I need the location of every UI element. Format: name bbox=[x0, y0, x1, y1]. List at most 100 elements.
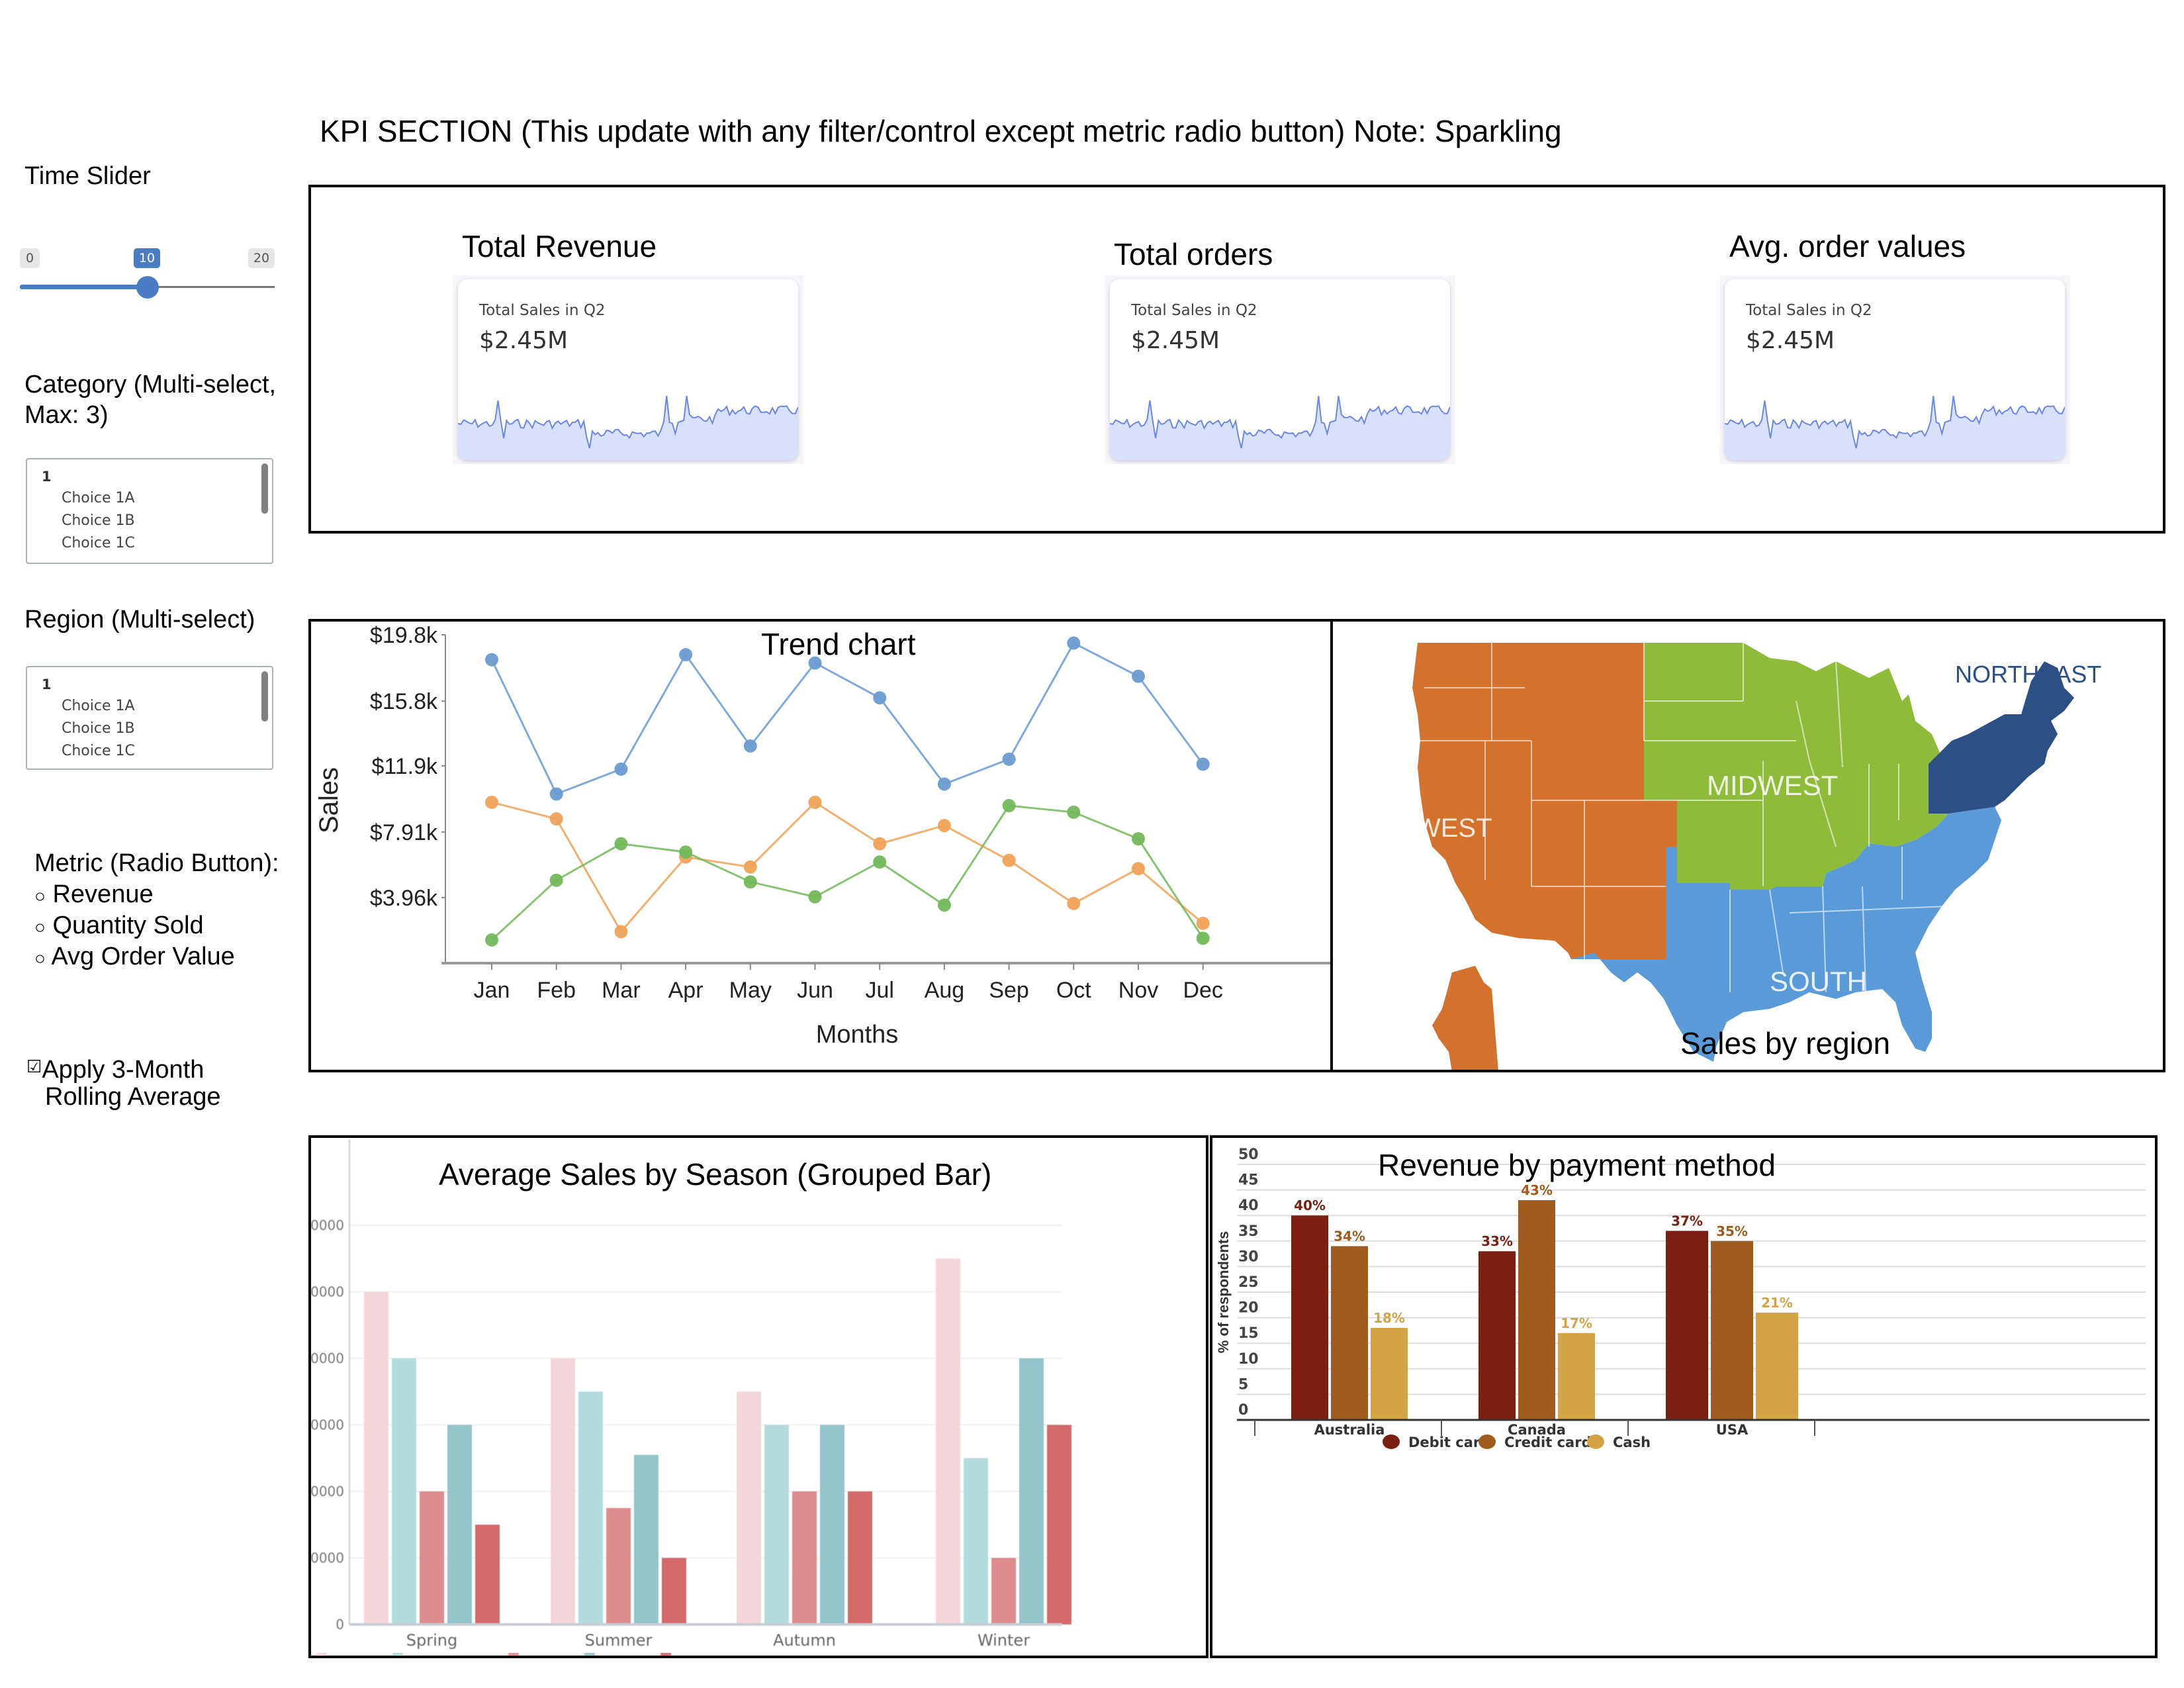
y-tick-label: $3.96k bbox=[370, 886, 438, 911]
data-point[interactable] bbox=[679, 845, 693, 859]
category-option[interactable]: Choice 1B bbox=[62, 512, 135, 529]
map-region-south[interactable] bbox=[1571, 807, 2001, 1062]
kpi-value: $2.45M bbox=[479, 327, 569, 354]
bar-autumn-2[interactable] bbox=[764, 1425, 789, 1625]
bar-summer-2[interactable] bbox=[578, 1391, 603, 1624]
data-point[interactable] bbox=[485, 796, 498, 810]
bar-autumn-4[interactable] bbox=[820, 1425, 844, 1625]
bar-summer-3[interactable] bbox=[606, 1508, 631, 1624]
data-point[interactable] bbox=[1067, 806, 1081, 820]
bar-winter-3[interactable] bbox=[991, 1558, 1016, 1625]
metric-option-revenue[interactable]: ○ Revenue bbox=[34, 879, 154, 912]
data-point[interactable] bbox=[743, 739, 757, 753]
data-point[interactable] bbox=[873, 691, 887, 705]
bar-summer-5[interactable] bbox=[662, 1558, 686, 1625]
kpi-card-revenue[interactable]: Total Sales in Q2 $2.45M bbox=[453, 275, 803, 464]
bar-winter-4[interactable] bbox=[1019, 1358, 1044, 1624]
category-multiselect[interactable]: 1 Choice 1A Choice 1B Choice 1C bbox=[26, 458, 273, 564]
data-point[interactable] bbox=[1196, 757, 1210, 771]
kpi-card-aov[interactable]: Total Sales in Q2 $2.45M bbox=[1719, 275, 2070, 464]
region-option[interactable]: Choice 1A bbox=[62, 698, 135, 714]
bar-australia-credit-card[interactable] bbox=[1331, 1246, 1368, 1420]
bar-winter-5[interactable] bbox=[1047, 1425, 1071, 1625]
data-point[interactable] bbox=[937, 819, 951, 833]
data-point[interactable] bbox=[1067, 896, 1081, 910]
data-point[interactable] bbox=[808, 890, 822, 904]
kpi-card-orders[interactable]: Total Sales in Q2 $2.45M bbox=[1105, 275, 1455, 464]
bar-winter-1[interactable] bbox=[936, 1258, 960, 1624]
data-point[interactable] bbox=[614, 925, 628, 939]
category-option[interactable]: Choice 1A bbox=[62, 490, 135, 506]
data-point[interactable] bbox=[1002, 752, 1016, 766]
data-point[interactable] bbox=[485, 653, 498, 667]
region-option[interactable]: Choice 1C bbox=[62, 743, 135, 759]
map-region-alaska[interactable] bbox=[1432, 966, 1498, 1070]
slider-thumb[interactable] bbox=[136, 276, 159, 299]
data-point[interactable] bbox=[873, 837, 887, 851]
rolling-average-checkbox[interactable]: ☑Apply 3-Month bbox=[26, 1051, 204, 1085]
data-point[interactable] bbox=[485, 933, 498, 947]
data-point[interactable] bbox=[937, 898, 951, 912]
bar-canada-credit-card[interactable] bbox=[1518, 1200, 1555, 1420]
radio-icon[interactable]: ○ bbox=[34, 886, 46, 906]
region-multiselect[interactable]: 1 Choice 1A Choice 1B Choice 1C bbox=[26, 666, 273, 770]
bar-spring-1[interactable] bbox=[364, 1291, 388, 1625]
bar-autumn-5[interactable] bbox=[848, 1491, 872, 1624]
metric-option-quantity[interactable]: ○ Quantity Sold bbox=[34, 910, 204, 943]
bar-canada-cash[interactable] bbox=[1558, 1333, 1595, 1420]
map-region-midwest[interactable] bbox=[1644, 643, 1968, 890]
data-point[interactable] bbox=[549, 787, 563, 801]
bar-autumn-3[interactable] bbox=[792, 1491, 817, 1624]
data-point[interactable] bbox=[1132, 669, 1145, 683]
checkbox-icon[interactable]: ☑ bbox=[26, 1056, 42, 1076]
metric-option-aov[interactable]: ○ Avg Order Value bbox=[34, 941, 235, 974]
bar-summer-4[interactable] bbox=[634, 1454, 659, 1624]
data-point[interactable] bbox=[679, 648, 693, 662]
data-point[interactable] bbox=[549, 873, 563, 887]
sparkline-chart bbox=[1725, 395, 2065, 460]
data-point[interactable] bbox=[743, 860, 757, 874]
data-point[interactable] bbox=[873, 855, 887, 869]
bar-canada-debit-card[interactable] bbox=[1479, 1251, 1516, 1420]
bar-summer-1[interactable] bbox=[551, 1358, 575, 1624]
time-slider-label: Time Slider bbox=[24, 162, 151, 190]
bar-usa-debit-card[interactable] bbox=[1666, 1231, 1708, 1420]
data-point[interactable] bbox=[937, 777, 951, 791]
bar-spring-5[interactable] bbox=[475, 1524, 500, 1624]
data-label: 43% bbox=[1521, 1182, 1553, 1198]
category-scrollbar[interactable] bbox=[261, 463, 268, 514]
bar-spring-2[interactable] bbox=[392, 1358, 416, 1624]
region-scrollbar[interactable] bbox=[261, 671, 268, 722]
sparkline-area bbox=[458, 396, 798, 460]
trend-chart: $3.96k $7.91k $11.9k $15.8k $19.8k Jan Feb Mar A… bbox=[314, 623, 1330, 1049]
data-point[interactable] bbox=[1196, 916, 1210, 930]
data-point[interactable] bbox=[808, 796, 822, 810]
sales-by-region-panel: WEST MIDWEST SOUTH NORTHEAST Sales by re… bbox=[1330, 619, 2165, 1072]
bar-usa-credit-card[interactable] bbox=[1711, 1241, 1753, 1420]
bar-spring-3[interactable] bbox=[420, 1491, 444, 1624]
data-point[interactable] bbox=[614, 762, 628, 776]
data-point[interactable] bbox=[743, 875, 757, 889]
data-point[interactable] bbox=[1196, 931, 1210, 945]
x-axis-label: Months bbox=[816, 1021, 899, 1049]
data-point[interactable] bbox=[1002, 853, 1016, 867]
radio-icon[interactable]: ○ bbox=[34, 948, 46, 968]
bar-australia-debit-card[interactable] bbox=[1291, 1215, 1328, 1420]
data-point[interactable] bbox=[1132, 862, 1145, 876]
bar-usa-cash[interactable] bbox=[1756, 1312, 1798, 1420]
bar-spring-4[interactable] bbox=[447, 1425, 472, 1625]
data-point[interactable] bbox=[549, 812, 563, 826]
data-point[interactable] bbox=[808, 656, 822, 670]
category-option[interactable]: Choice 1C bbox=[62, 535, 135, 551]
data-point[interactable] bbox=[1132, 832, 1145, 846]
radio-icon[interactable]: ○ bbox=[34, 917, 46, 937]
y-tick-label: 20000 bbox=[311, 1550, 344, 1566]
bar-australia-cash[interactable] bbox=[1371, 1328, 1408, 1420]
data-point[interactable] bbox=[614, 837, 628, 851]
map-region-northeast[interactable] bbox=[1929, 661, 2074, 814]
region-option[interactable]: Choice 1B bbox=[62, 720, 135, 737]
bar-winter-2[interactable] bbox=[964, 1458, 988, 1624]
bar-autumn-1[interactable] bbox=[737, 1391, 761, 1624]
data-point[interactable] bbox=[1002, 799, 1016, 813]
data-point[interactable] bbox=[1067, 636, 1081, 650]
